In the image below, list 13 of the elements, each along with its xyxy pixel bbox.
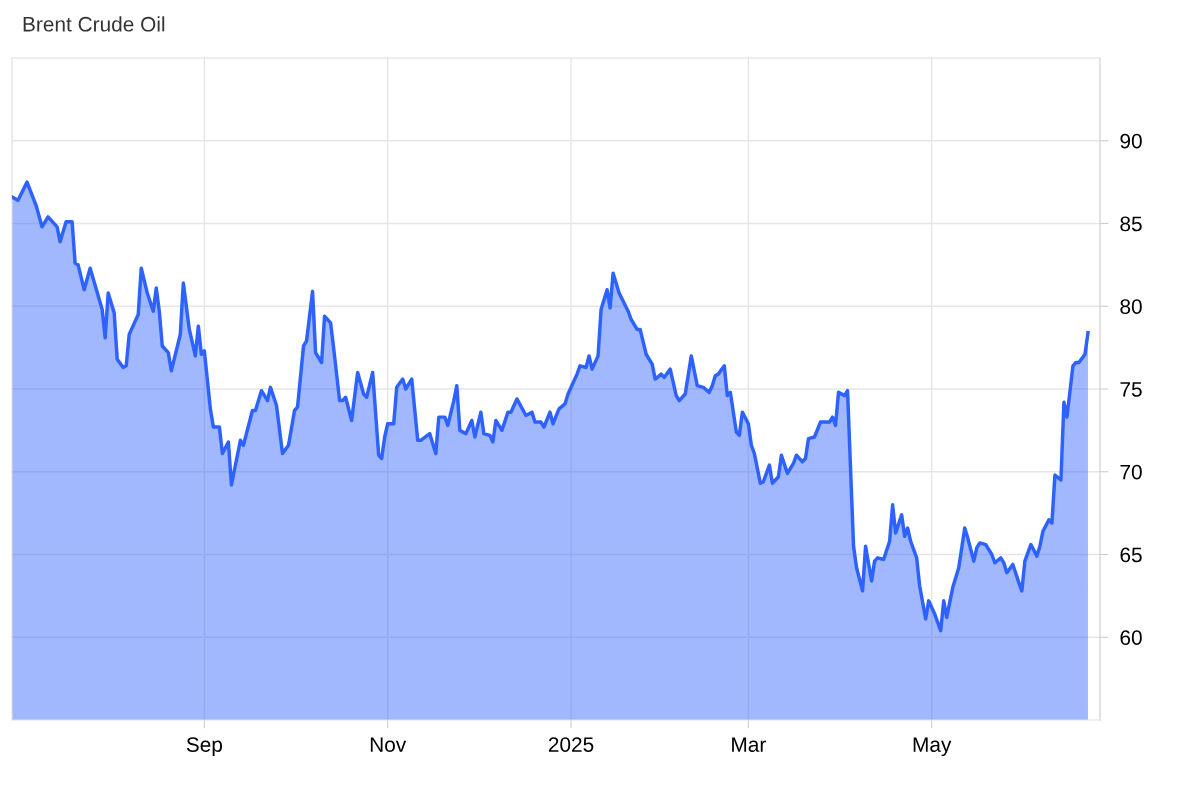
x-tick-label: Sep [186, 737, 223, 757]
x-tick-label: May [913, 737, 952, 757]
y-tick-label: 85 [1120, 216, 1142, 232]
x-tick-label: Mar [732, 737, 766, 752]
y-tick-label: 70 [1120, 464, 1142, 480]
chart-title: Brent Crude Oil [23, 16, 165, 32]
y-tick-label: 90 [1120, 133, 1142, 149]
x-tick-label: Nov [370, 737, 407, 752]
x-tick-label: 2025 [548, 737, 594, 752]
y-tick-label: 60 [1120, 630, 1142, 645]
y-tick-label: 80 [1120, 299, 1142, 314]
y-tick-label: 65 [1120, 547, 1142, 563]
y-tick-label: 75 [1120, 382, 1142, 397]
